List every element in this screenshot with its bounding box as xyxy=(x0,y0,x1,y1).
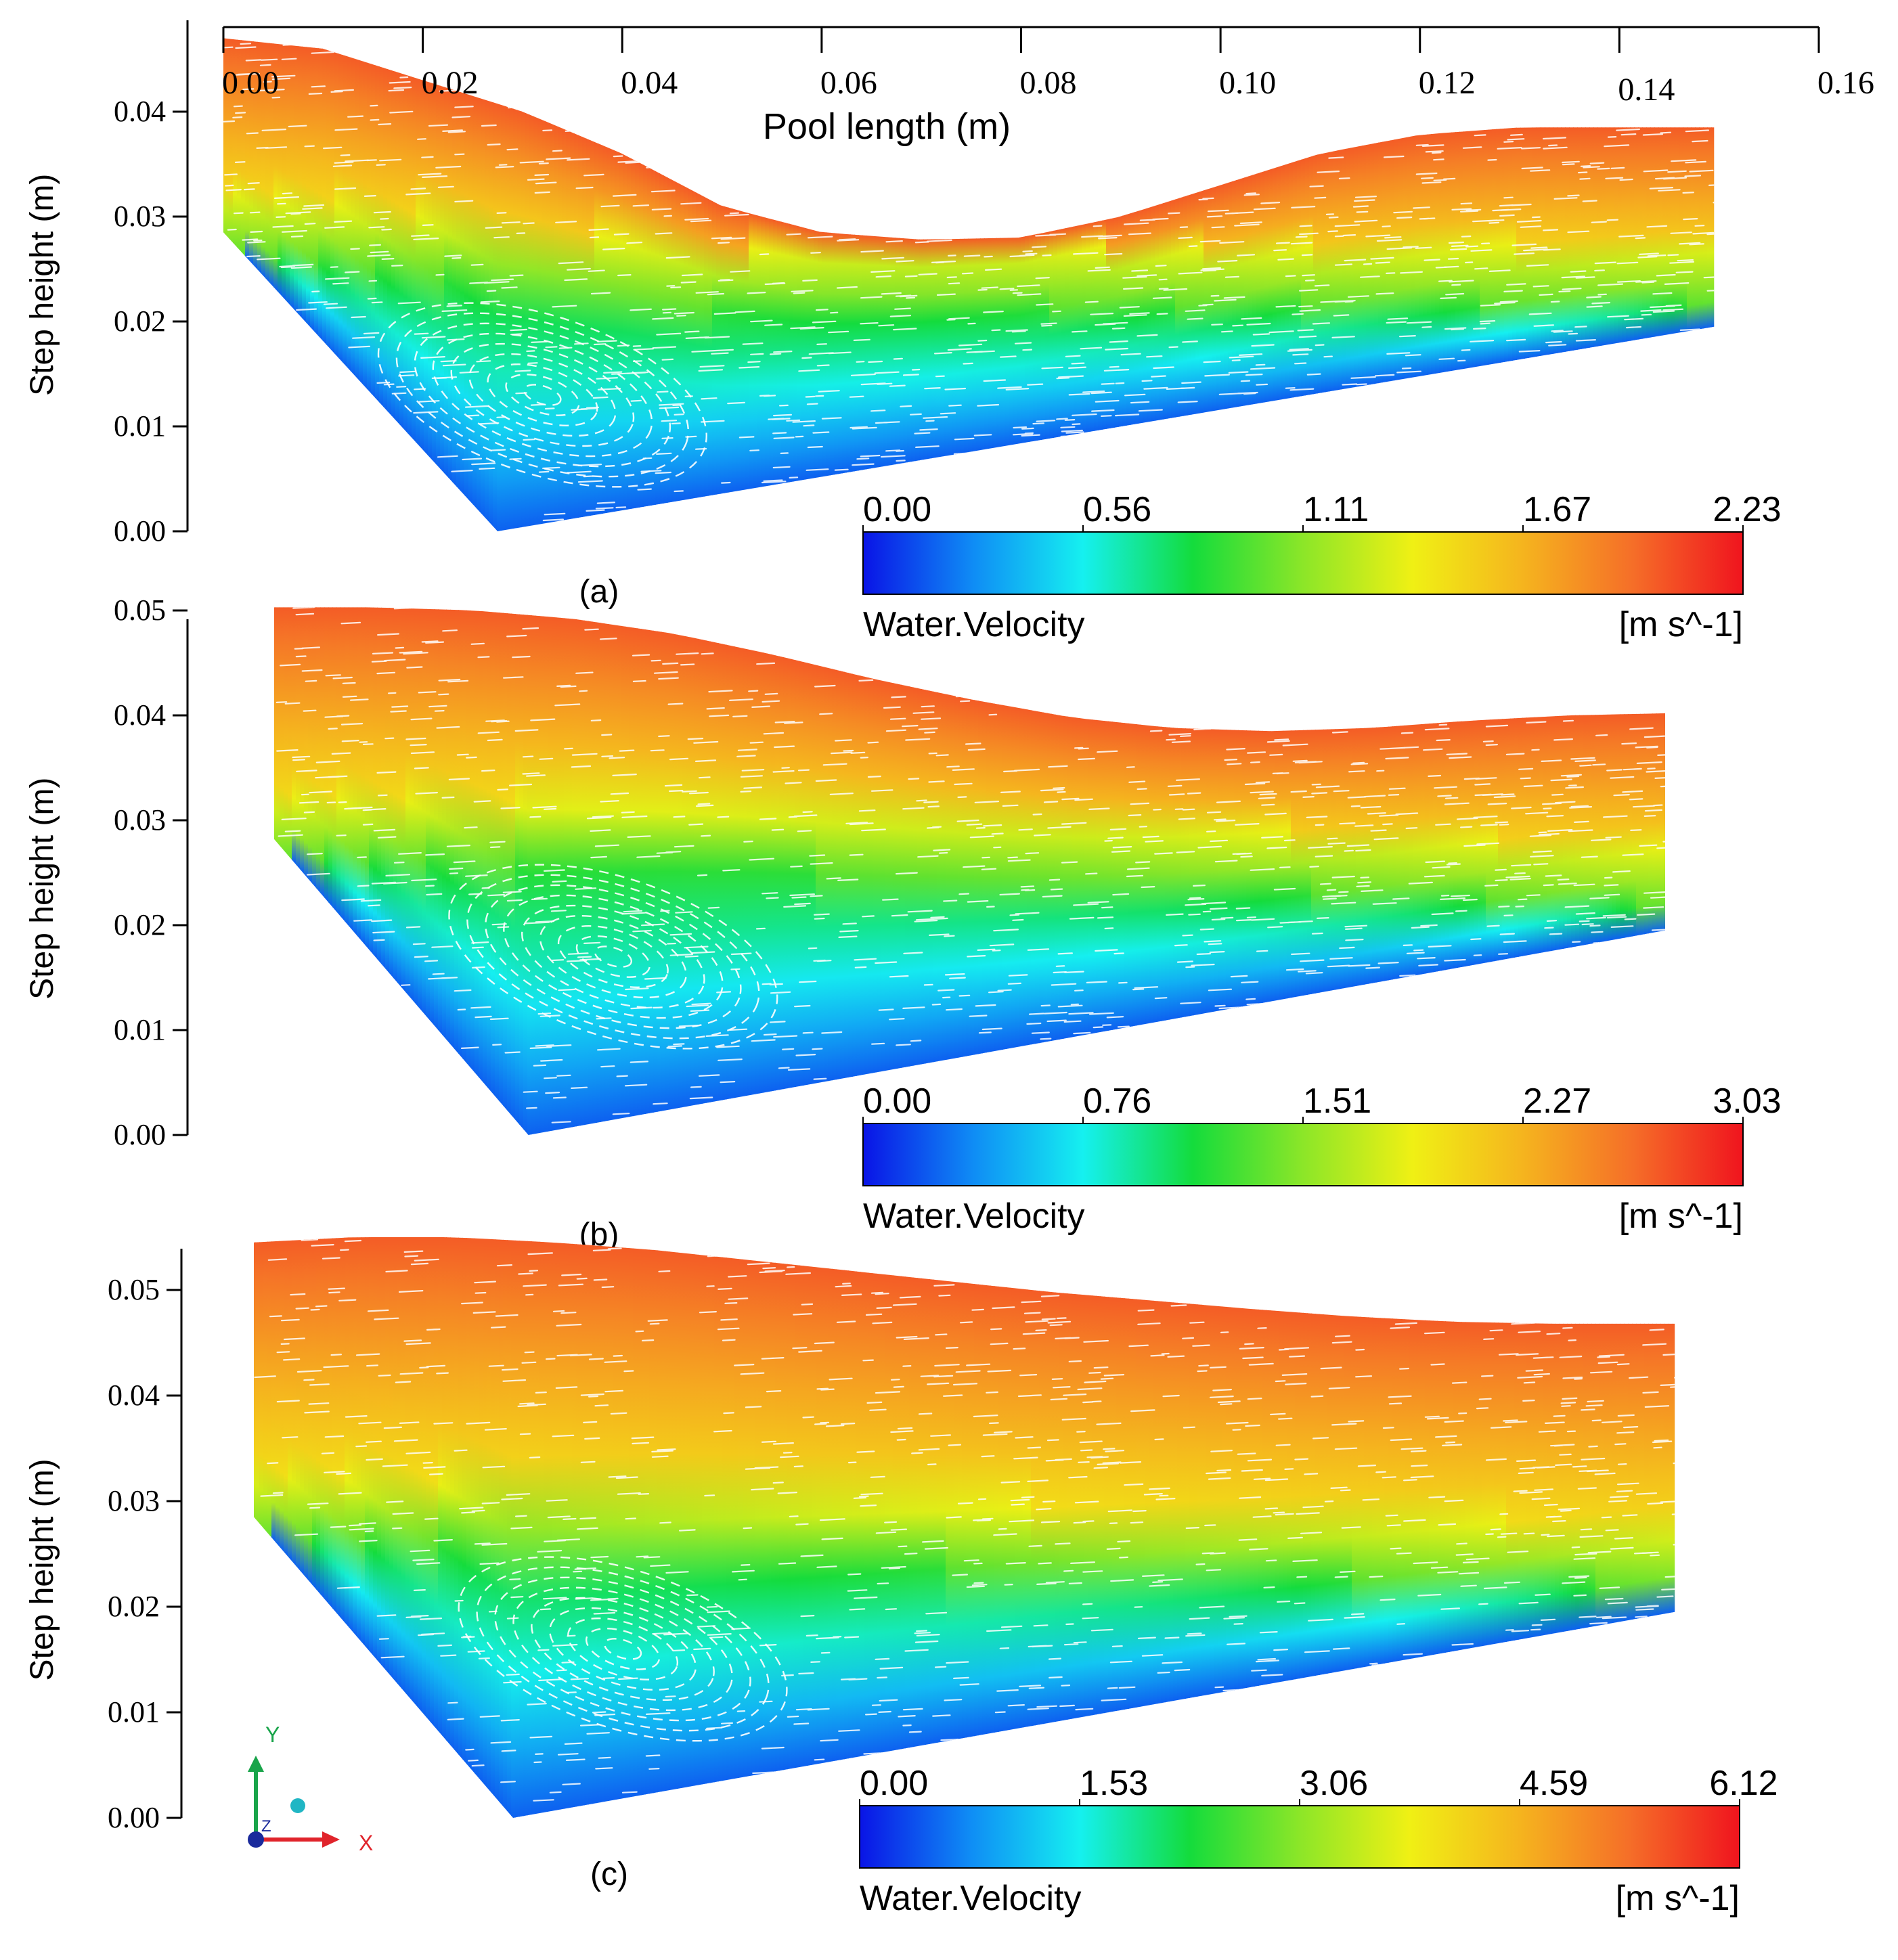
colorbar-tick-label: 4.59 xyxy=(1520,1764,1588,1803)
y-tick-label: 0.02 xyxy=(114,305,166,338)
y-tick-label: 0.05 xyxy=(108,1273,160,1306)
colorbar-ramp xyxy=(862,1123,1744,1186)
panel-label: (a) xyxy=(579,574,619,610)
y-tick-label: 0.01 xyxy=(108,1695,160,1729)
y-tick-label: 0.04 xyxy=(114,698,166,732)
y-axis-title: Step height (m) xyxy=(24,1458,60,1680)
y-tick-label: 0.00 xyxy=(114,1118,166,1151)
y-tick-label: 0.01 xyxy=(114,409,166,443)
y-tick-label: 0.03 xyxy=(108,1484,160,1517)
x-tick-label: 0.08 xyxy=(1020,65,1077,101)
colorbar-title: Water.Velocity xyxy=(863,1197,1085,1236)
triad-y-arrowhead xyxy=(248,1756,264,1772)
velocity-field xyxy=(223,38,1715,531)
y-tick-label: 0.02 xyxy=(114,908,166,941)
y-tick-label: 0.00 xyxy=(108,1801,160,1834)
y-axis xyxy=(173,609,189,1136)
recirculation-vortex xyxy=(458,1556,788,1742)
colorbar: 0.00 0.76 1.51 2.27 3.03 Water.Velocity [m s^-… xyxy=(862,1082,1782,1236)
x-tick-label: 0.10 xyxy=(1219,65,1276,101)
y-tick-label: 0.01 xyxy=(114,1013,166,1046)
velocity-field xyxy=(254,1237,1675,1818)
vector-streaks xyxy=(254,1239,1675,1802)
triad-ball xyxy=(290,1798,305,1813)
y-tick-label: 0.04 xyxy=(114,95,166,128)
y-tick-label: 0.03 xyxy=(114,200,166,233)
y-tick-label: 0.03 xyxy=(114,803,166,837)
vector-streaks xyxy=(275,607,1665,1123)
colorbar-tick-label: 0.00 xyxy=(863,1082,931,1121)
vector-streaks xyxy=(223,43,1715,522)
colorbar-unit: [m s^-1] xyxy=(1619,1197,1743,1236)
y-axis-title: Step height (m) xyxy=(24,174,60,396)
x-tick-label: 0.06 xyxy=(820,65,877,101)
colorbar-tick-label: 2.23 xyxy=(1713,490,1781,529)
y-axis xyxy=(167,1249,183,1819)
colorbar-tick-label: 1.11 xyxy=(1303,490,1369,529)
colorbar-tick-label: 2.27 xyxy=(1523,1082,1591,1121)
x-tick-label: 0.12 xyxy=(1419,65,1476,101)
y-tick-label: 0.05 xyxy=(114,594,166,627)
x-axis-top: 0.00 0.02 0.04 0.06 0.08 0.10 0.12 0.14 0.16 Pool… xyxy=(222,26,1874,147)
x-tick-label: 0.14 xyxy=(1618,72,1675,108)
y-tick-label: 0.00 xyxy=(114,514,166,548)
colorbar-tick-label: 6.12 xyxy=(1709,1764,1778,1803)
colorbar: 0.00 1.53 3.06 4.59 6.12 Water.Velocity [m s^-… xyxy=(859,1764,1778,1918)
colorbar-tick-label: 1.53 xyxy=(1080,1764,1148,1803)
triad-y-label: Y xyxy=(265,1722,280,1747)
triad-x-label: X xyxy=(359,1831,373,1855)
x-tick-label: 0.00 xyxy=(222,65,279,101)
colorbar-tick-label: 3.06 xyxy=(1300,1764,1368,1803)
y-axis-title: Step height (m) xyxy=(24,778,60,1000)
triad-z-dot xyxy=(248,1831,264,1848)
colorbar-tick-label: 0.00 xyxy=(860,1764,928,1803)
y-tick-label: 0.02 xyxy=(108,1590,160,1623)
velocity-field xyxy=(274,607,1665,1135)
colorbar-tick-label: 1.51 xyxy=(1303,1082,1371,1121)
colorbar-tick-label: 3.03 xyxy=(1713,1082,1781,1121)
axis-triad: Y X Z xyxy=(248,1722,373,1855)
colorbar-tick-label: 0.76 xyxy=(1083,1082,1151,1121)
y-tick-label: 0.04 xyxy=(108,1379,160,1412)
x-tick-label: 0.04 xyxy=(621,65,678,101)
colorbar-unit: [m s^-1] xyxy=(1619,605,1743,644)
colorbar-tick-label: 1.67 xyxy=(1523,490,1591,529)
panel-label: (c) xyxy=(590,1856,628,1892)
y-axis xyxy=(173,20,189,533)
colorbar-unit: [m s^-1] xyxy=(1616,1879,1740,1918)
triad-z-label: Z xyxy=(261,1817,271,1835)
x-tick-label: 0.16 xyxy=(1817,65,1874,101)
x-axis-title: Pool length (m) xyxy=(763,106,1011,147)
colorbar-ramp xyxy=(859,1805,1740,1869)
colorbar-tick-label: 0.56 xyxy=(1083,490,1151,529)
colorbar-title: Water.Velocity xyxy=(860,1879,1082,1918)
panel-c: 0.00 0.01 0.02 0.03 0.04 0.05 Step height (m) 0… xyxy=(24,1237,1778,1918)
recirculation-vortex xyxy=(448,864,778,1050)
colorbar-ramp xyxy=(862,531,1744,595)
colorbar-title: Water.Velocity xyxy=(863,605,1085,644)
colorbar-tick-label: 0.00 xyxy=(863,490,931,529)
panel-b: 0.00 0.01 0.02 0.03 0.04 0.05 Step height (m) 0… xyxy=(24,594,1782,1253)
x-tick-label: 0.02 xyxy=(422,65,479,101)
triad-x-arrowhead xyxy=(322,1831,340,1848)
colorbar: 0.00 0.56 1.11 1.67 2.23 Water.Velocity [m s^-… xyxy=(862,490,1782,644)
